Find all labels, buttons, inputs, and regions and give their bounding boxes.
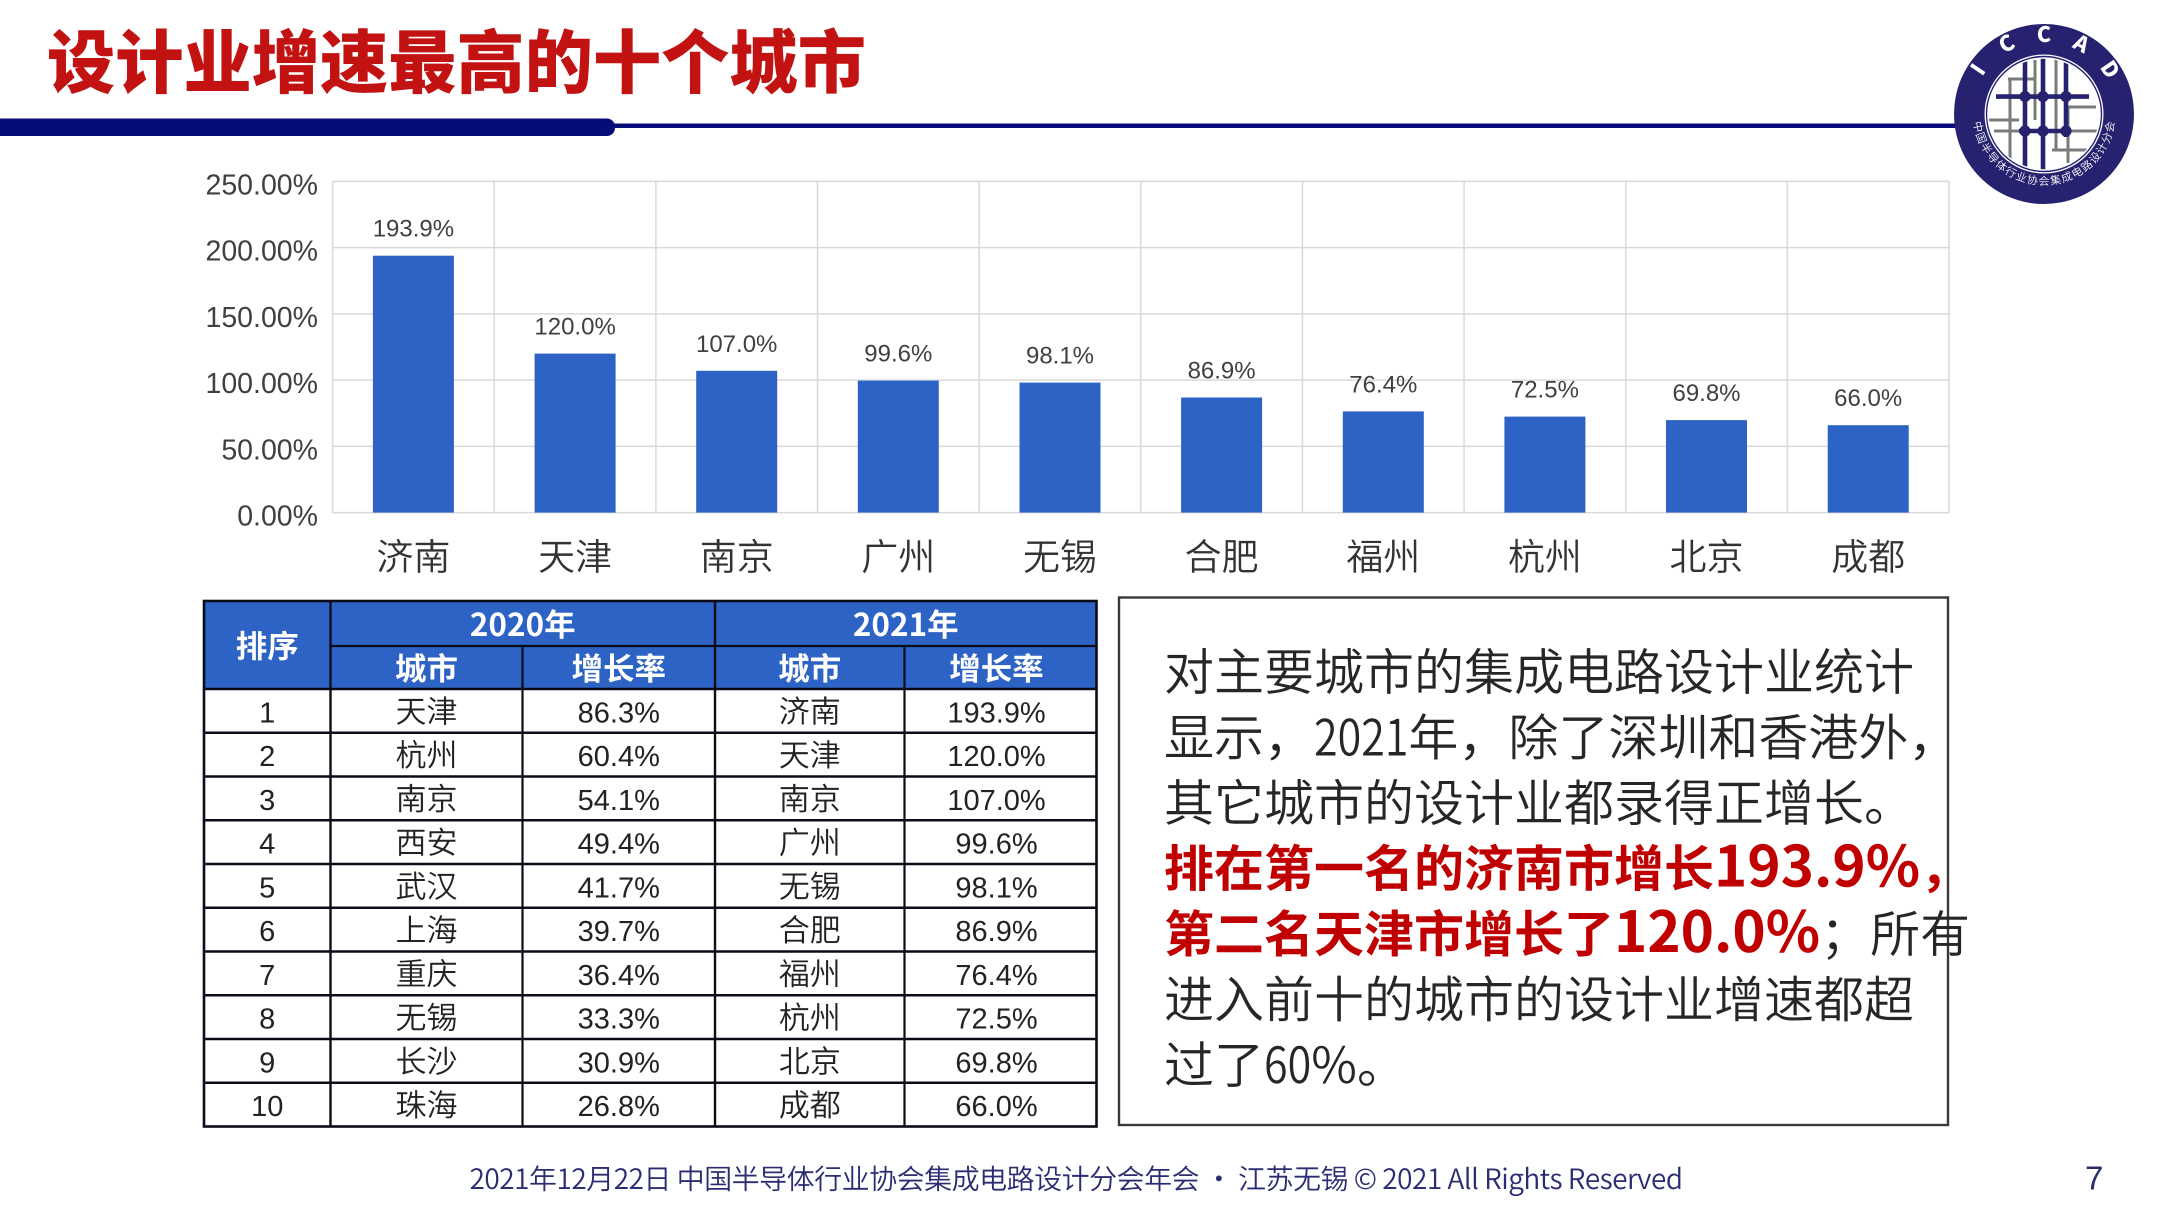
svg-text:33.3%: 33.3%: [578, 1004, 660, 1036]
svg-text:30.9%: 30.9%: [578, 1047, 660, 1079]
svg-text:39.7%: 39.7%: [578, 916, 660, 948]
svg-text:86.9%: 86.9%: [1188, 358, 1256, 385]
svg-text:150.00%: 150.00%: [205, 302, 318, 334]
svg-text:69.8%: 69.8%: [1672, 380, 1740, 407]
svg-text:193.9%: 193.9%: [373, 216, 454, 243]
svg-text:120.0%: 120.0%: [534, 314, 615, 341]
svg-text:10: 10: [251, 1091, 283, 1123]
svg-text:100.00%: 100.00%: [205, 368, 318, 400]
svg-text:26.8%: 26.8%: [578, 1091, 660, 1123]
svg-text:36.4%: 36.4%: [578, 960, 660, 992]
svg-text:49.4%: 49.4%: [578, 829, 660, 861]
svg-text:99.6%: 99.6%: [864, 341, 932, 368]
svg-text:98.1%: 98.1%: [1026, 343, 1094, 370]
svg-text:4: 4: [259, 829, 275, 861]
svg-text:60.4%: 60.4%: [578, 741, 660, 773]
svg-text:107.0%: 107.0%: [947, 785, 1045, 817]
svg-text:76.4%: 76.4%: [1349, 371, 1417, 398]
svg-text:86.9%: 86.9%: [955, 916, 1037, 948]
svg-text:72.5%: 72.5%: [955, 1004, 1037, 1036]
svg-text:72.5%: 72.5%: [1511, 377, 1579, 404]
svg-text:5: 5: [259, 872, 275, 904]
svg-text:41.7%: 41.7%: [578, 872, 660, 904]
svg-text:250.00%: 250.00%: [205, 169, 318, 201]
svg-text:86.3%: 86.3%: [578, 697, 660, 729]
svg-text:50.00%: 50.00%: [221, 434, 318, 466]
svg-text:193.9%: 193.9%: [947, 697, 1045, 729]
svg-text:0.00%: 0.00%: [237, 501, 318, 533]
svg-text:1: 1: [259, 697, 275, 729]
svg-text:8: 8: [259, 1004, 275, 1036]
svg-text:107.0%: 107.0%: [696, 331, 777, 358]
svg-text:98.1%: 98.1%: [955, 872, 1037, 904]
svg-text:54.1%: 54.1%: [578, 785, 660, 817]
svg-text:7: 7: [259, 960, 275, 992]
svg-text:66.0%: 66.0%: [1834, 385, 1902, 412]
svg-text:200.00%: 200.00%: [205, 236, 318, 268]
svg-text:6: 6: [259, 916, 275, 948]
svg-text:9: 9: [259, 1047, 275, 1079]
svg-text:2: 2: [259, 741, 275, 773]
svg-text:99.6%: 99.6%: [955, 829, 1037, 861]
svg-text:76.4%: 76.4%: [955, 960, 1037, 992]
svg-text:69.8%: 69.8%: [955, 1047, 1037, 1079]
svg-text:120.0%: 120.0%: [947, 741, 1045, 773]
svg-text:7: 7: [2085, 1160, 2103, 1197]
svg-text:66.0%: 66.0%: [955, 1091, 1037, 1123]
svg-text:3: 3: [259, 785, 275, 817]
